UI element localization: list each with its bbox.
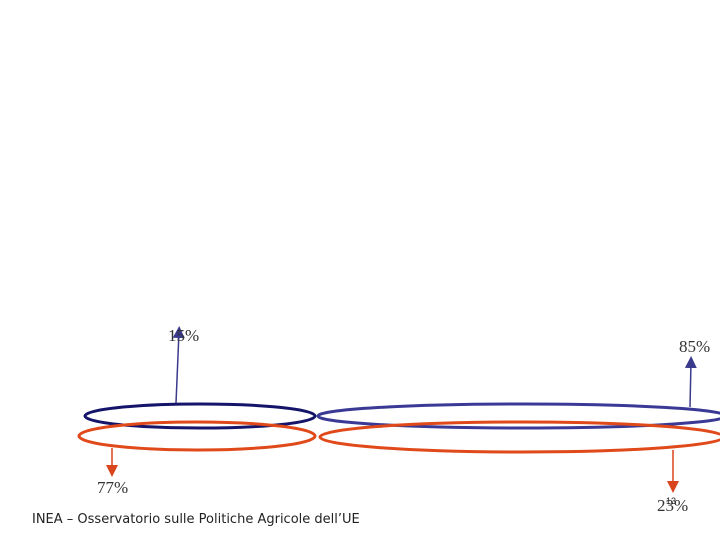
percent-label: 77% — [97, 478, 128, 497]
ellipse-orange-right — [318, 420, 720, 454]
arrow — [684, 356, 697, 408]
percent-label: 15% — [168, 326, 199, 345]
footer-source: INEA – Osservatorio sulle Politiche Agri… — [32, 512, 360, 527]
ellipse-blue-right — [316, 402, 720, 430]
arrow — [172, 326, 185, 404]
percent-label: 23% — [657, 496, 688, 515]
page-number: 13 — [666, 496, 676, 506]
ellipse-blue-left — [83, 402, 317, 430]
percent-label: 85% — [679, 337, 710, 356]
ellipse-orange-left — [77, 420, 317, 452]
